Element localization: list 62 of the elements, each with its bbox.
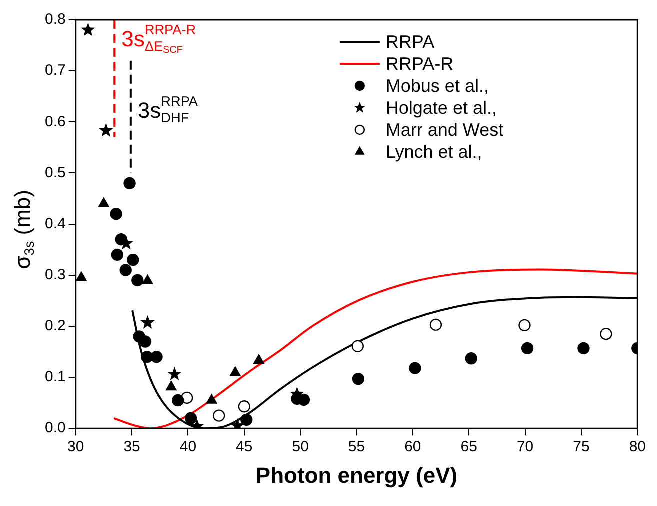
point [518,319,531,332]
point [142,274,154,284]
x-tick-label: 80 [629,438,646,456]
point [409,362,422,374]
point [352,340,364,352]
point [254,354,264,364]
x-tick-label: 65 [460,438,478,456]
point [150,350,163,364]
point [465,352,478,365]
y-tick-label: 0.1 [44,368,66,386]
point [352,372,365,386]
x-tick-label: 55 [348,438,366,456]
y-tick-label: 0.3 [44,266,66,284]
point [166,381,177,391]
y-tick-label: 0.6 [44,113,66,130]
y-tick-label: 0.0 [44,420,66,437]
point [127,254,140,266]
point [230,366,241,376]
legend-label: Holgate et al., [386,98,497,118]
point [430,318,442,332]
point [240,414,253,426]
point [213,410,226,422]
point [600,328,612,340]
x-tick-label: 50 [292,438,309,456]
x-tick-label: 60 [404,438,422,456]
point [172,394,184,407]
legend-label: Mobus et al., [386,76,489,96]
line-series [113,268,638,429]
point [81,22,96,36]
point [238,400,250,413]
point [99,123,114,137]
legend-label: Lynch et al., [386,142,482,162]
point [120,264,132,276]
y-tick-label: 0.5 [44,164,66,182]
y-axis-title: σ3s (mb) [10,190,38,270]
x-tick-label: 30 [68,438,84,456]
point [521,342,534,355]
point [168,366,182,381]
legend-label: RRPA-R [386,54,454,74]
legend-label: Marr and West [386,120,504,140]
x-axis-title: Photon energy (eV) [256,462,458,488]
legend-label: RRPA [386,32,435,52]
point [132,274,144,287]
point [140,315,155,329]
point [206,394,218,404]
point [139,336,152,348]
point [110,208,122,220]
x-tick-label: 35 [124,438,140,456]
y-tick-label: 0.7 [44,62,66,80]
point [124,177,136,190]
y-tick-label: 0.4 [44,215,66,232]
point [76,272,87,282]
x-tick-label: 40 [180,438,197,456]
point [98,198,110,208]
y-tick-label: 0.8 [44,11,66,28]
point [184,412,198,424]
point [111,248,124,262]
x-tick-label: 75 [573,438,590,456]
x-tick-label: 45 [236,438,253,456]
y-tick-label: 0.2 [44,318,66,335]
point [578,342,590,355]
x-tick-label: 70 [516,438,534,456]
